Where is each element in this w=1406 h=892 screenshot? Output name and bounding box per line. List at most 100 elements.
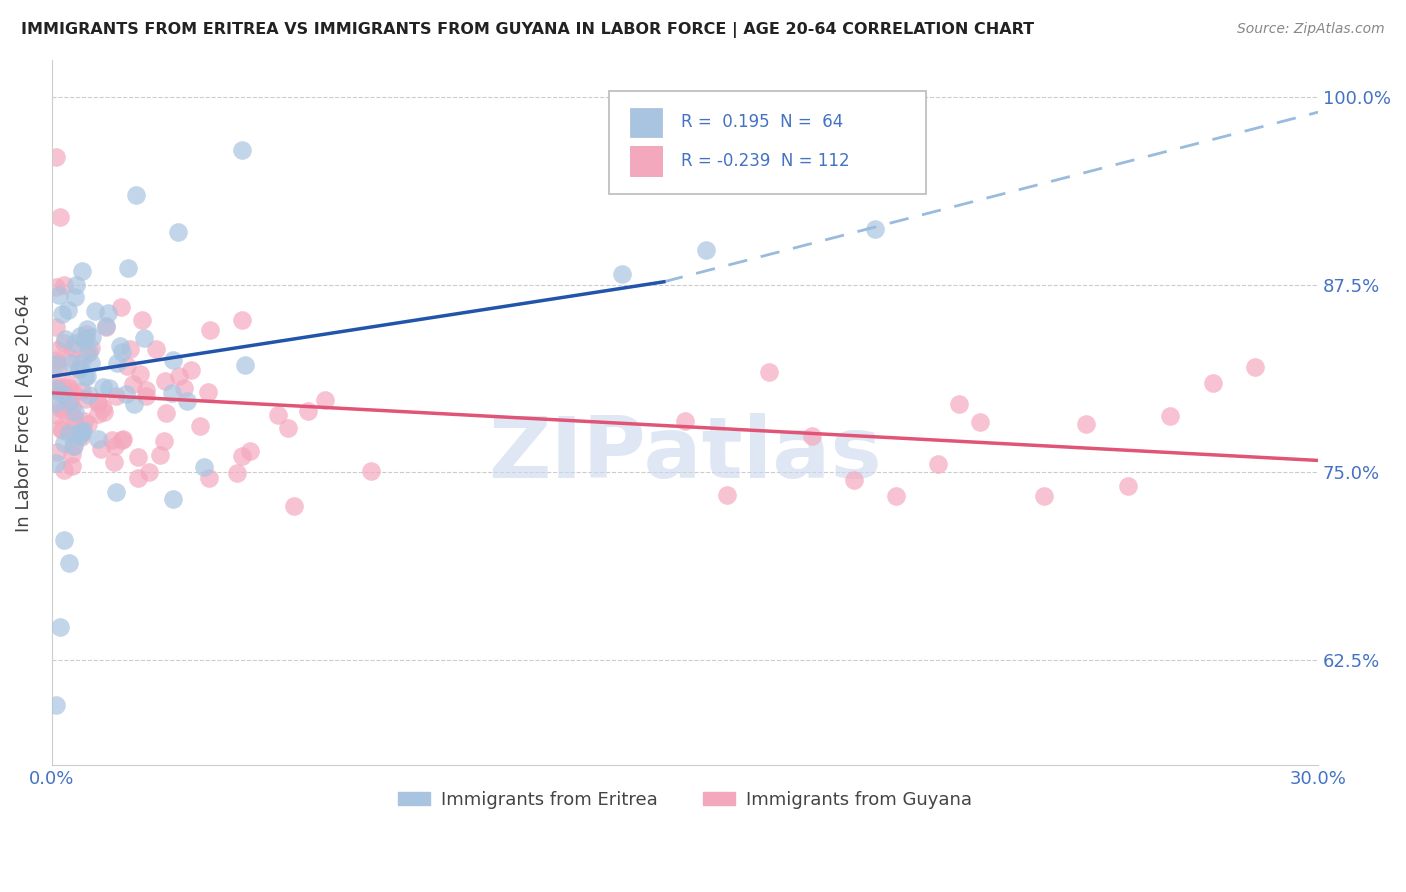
Legend: Immigrants from Eritrea, Immigrants from Guyana: Immigrants from Eritrea, Immigrants from…	[391, 784, 980, 816]
Point	[104, 439, 127, 453]
Point	[70, 356, 93, 370]
Point	[49, 401, 72, 416]
Point	[62, 342, 84, 356]
Point	[226, 466, 249, 480]
Point	[93, 405, 115, 419]
Point	[52, 335, 75, 350]
Point	[160, 386, 183, 401]
Point	[58, 556, 80, 570]
Point	[197, 384, 219, 399]
Point	[60, 447, 83, 461]
Point	[149, 448, 172, 462]
Point	[101, 434, 124, 448]
Bar	[630, 146, 662, 176]
Point	[52, 435, 75, 450]
Point	[135, 389, 157, 403]
Point	[46, 444, 69, 458]
Point	[45, 698, 67, 713]
Point	[45, 343, 67, 358]
Point	[67, 429, 90, 443]
Point	[91, 401, 114, 415]
Text: ZIPatlas: ZIPatlas	[488, 413, 882, 496]
Point	[155, 406, 177, 420]
Point	[49, 211, 72, 225]
Point	[716, 488, 738, 502]
Point	[53, 533, 76, 547]
Point	[155, 374, 177, 388]
Point	[193, 459, 215, 474]
Point	[180, 363, 202, 377]
Point	[103, 454, 125, 468]
Point	[59, 356, 82, 370]
Point	[65, 427, 87, 442]
Point	[948, 397, 970, 411]
Point	[283, 499, 305, 513]
Point	[45, 352, 67, 367]
Point	[70, 429, 93, 443]
Point	[65, 290, 87, 304]
Point	[59, 395, 82, 409]
Point	[110, 300, 132, 314]
Point	[117, 359, 139, 373]
Bar	[630, 108, 662, 137]
Text: Source: ZipAtlas.com: Source: ZipAtlas.com	[1237, 22, 1385, 37]
Point	[1243, 360, 1265, 375]
Text: IMMIGRANTS FROM ERITREA VS IMMIGRANTS FROM GUYANA IN LABOR FORCE | AGE 20-64 COR: IMMIGRANTS FROM ERITREA VS IMMIGRANTS FR…	[21, 22, 1035, 38]
Text: R = -0.239  N = 112: R = -0.239 N = 112	[681, 153, 849, 170]
Point	[63, 404, 86, 418]
Point	[153, 434, 176, 448]
Point	[56, 376, 79, 391]
Point	[70, 384, 93, 398]
Point	[94, 319, 117, 334]
Point	[62, 439, 84, 453]
Point	[76, 347, 98, 361]
Point	[1159, 409, 1181, 423]
Point	[45, 150, 67, 164]
Point	[72, 423, 94, 437]
Point	[610, 267, 633, 281]
Point	[198, 323, 221, 337]
Point	[91, 380, 114, 394]
Point	[76, 321, 98, 335]
Point	[118, 342, 141, 356]
Point	[48, 421, 70, 435]
Point	[45, 456, 67, 470]
Point	[173, 381, 195, 395]
Point	[98, 381, 121, 395]
Point	[51, 423, 73, 437]
Point	[117, 260, 139, 275]
Text: R =  0.195  N =  64: R = 0.195 N = 64	[681, 113, 844, 131]
Point	[267, 408, 290, 422]
Point	[167, 225, 190, 239]
Point	[56, 393, 79, 408]
Point	[52, 403, 75, 417]
Point	[69, 328, 91, 343]
Point	[60, 400, 83, 414]
Point	[77, 417, 100, 431]
Point	[198, 471, 221, 485]
Point	[842, 473, 865, 487]
Point	[863, 222, 886, 236]
Point	[45, 280, 67, 294]
Point	[111, 433, 134, 447]
Point	[45, 320, 67, 334]
Point	[231, 143, 253, 157]
Point	[94, 320, 117, 334]
Point	[45, 358, 67, 372]
Point	[1201, 376, 1223, 390]
Point	[58, 425, 80, 440]
Point	[239, 444, 262, 458]
Point	[60, 459, 83, 474]
Point	[58, 381, 80, 395]
Point	[162, 352, 184, 367]
Point	[233, 358, 256, 372]
Point	[86, 395, 108, 409]
Point	[72, 264, 94, 278]
Point	[758, 365, 780, 379]
Point	[297, 403, 319, 417]
Point	[1074, 417, 1097, 432]
Point	[63, 336, 86, 351]
Point	[80, 330, 103, 344]
Point	[115, 386, 138, 401]
Point	[49, 620, 72, 634]
